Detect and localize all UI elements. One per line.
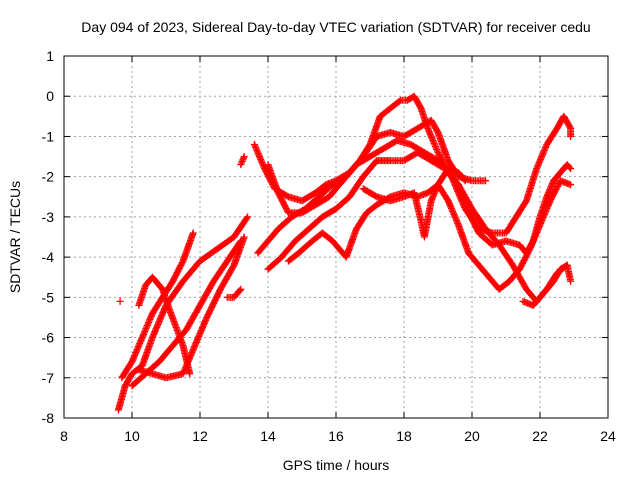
y-axis-label: SDTVAR / TECUs [7,181,23,293]
data-point [563,261,571,269]
y-tick-label: 1 [46,48,54,64]
data-point [461,177,469,185]
y-tick-label: -2 [42,169,55,185]
data-points [114,92,575,414]
data-point [244,213,252,221]
data-point [239,156,247,164]
axis-ticks: 8 10 12 14 16 18 20 22 24 -8 -7 -6 -5 -4 -3 -2 -1 0 1 [42,48,616,444]
y-tick-label: -5 [42,289,55,305]
data-point [116,297,124,305]
series-track-6 [223,285,245,301]
data-point [189,229,197,237]
x-tick-label: 10 [124,428,140,444]
data-point [240,153,248,161]
data-point [236,286,244,294]
series-track-14 [519,261,571,309]
series-track-1 [114,213,252,414]
series-track-2 [118,229,197,382]
x-tick-label: 24 [600,428,616,444]
x-tick-label: 8 [60,428,68,444]
x-tick-label: 14 [260,428,276,444]
series-track-15 [116,297,124,305]
data-point [240,233,248,241]
data-point [237,159,245,167]
series-track-4 [135,233,248,382]
series-track-7 [237,153,248,169]
x-tick-label: 16 [328,428,344,444]
data-point [237,161,245,169]
y-tick-label: -8 [42,410,55,426]
series-track-11 [264,149,575,273]
series-track-12 [284,177,575,293]
series-track-5 [135,273,194,378]
data-point [567,181,575,189]
chart-title: Day 094 of 2023, Sidereal Day-to-day VTE… [81,19,590,35]
series-track-13 [359,165,469,241]
data-point [186,370,194,378]
y-tick-label: 0 [46,88,54,104]
data-point [562,262,570,270]
grid-lines [64,56,608,418]
data-point [237,285,245,293]
y-tick-label: -3 [42,209,55,225]
x-axis-label: GPS time / hours [283,457,390,473]
data-point [567,132,575,140]
x-tick-label: 18 [396,428,412,444]
y-tick-label: -1 [42,128,55,144]
y-tick-label: -6 [42,330,55,346]
data-point [567,165,575,173]
data-point [238,157,246,165]
data-point [565,163,573,171]
x-tick-label: 20 [464,428,480,444]
data-point [482,177,490,185]
y-tick-label: -7 [42,370,55,386]
data-point [460,176,468,184]
data-point [240,154,248,162]
x-tick-label: 12 [192,428,208,444]
y-tick-label: -4 [42,249,55,265]
x-tick-label: 22 [532,428,548,444]
data-point [243,214,251,222]
data-point [567,277,575,285]
